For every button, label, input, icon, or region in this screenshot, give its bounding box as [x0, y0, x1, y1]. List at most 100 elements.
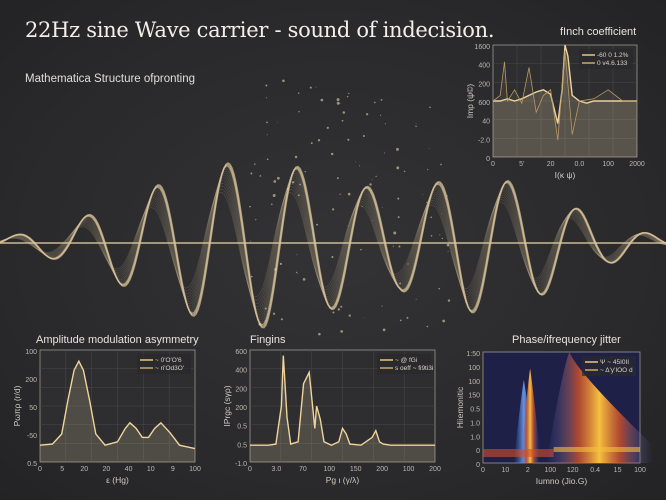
y-tick-label: 150: [468, 393, 480, 400]
particle: [296, 272, 298, 274]
legend-entry: ~ ri'Od3O': [155, 365, 184, 372]
legend-box: [582, 356, 636, 376]
legend: ~ 0'O'O'6~ ri'Od3O': [137, 354, 191, 374]
y-tick-label: 1.0: [470, 420, 480, 427]
legend-box: [377, 354, 431, 374]
particle: [320, 98, 324, 102]
y-tick-label: 400: [235, 368, 247, 375]
particle: [317, 139, 321, 142]
particle: [447, 299, 451, 302]
legend-entry: -60 0 1.2%: [597, 52, 629, 59]
y-tick-label: 0.5: [237, 424, 247, 431]
particle: [399, 319, 402, 322]
heat-band: [483, 449, 554, 457]
y-tick-label: 0.5: [27, 461, 37, 468]
wave-line: [0, 191, 666, 298]
particle: [250, 240, 252, 242]
heat-ridge: [521, 368, 540, 463]
series-line: [492, 50, 637, 141]
particle: [399, 282, 402, 285]
particle: [294, 181, 295, 182]
heat-band: [553, 447, 640, 452]
particle: [316, 223, 319, 226]
particle: [348, 92, 350, 95]
particle: [429, 106, 431, 109]
legend-entry: ~ @ fGi: [395, 357, 417, 364]
particle: [258, 322, 262, 326]
x-axis-label: ε (Hg): [106, 475, 129, 485]
x-tick-label: 150: [350, 466, 362, 473]
page-subtitle: Mathematica Structure ofpronting: [25, 73, 196, 85]
y-axis-label: Imp (ψ©): [465, 84, 475, 119]
x-tick-label: 120: [567, 467, 579, 474]
x-tick-label: 0.4: [590, 467, 600, 474]
particle: [358, 165, 360, 167]
chart-title-finch: fInch coefficient: [560, 26, 637, 38]
particle: [384, 123, 386, 125]
main-waveform: [0, 79, 666, 336]
particle: [397, 216, 400, 219]
particle: [337, 308, 340, 311]
particle: [438, 287, 440, 290]
x-tick-label: 0.0: [575, 161, 585, 168]
legend-box: [579, 49, 633, 69]
particle: [266, 121, 268, 124]
particle: [361, 206, 363, 208]
particle: [406, 316, 409, 319]
x-tick-label: 10: [147, 466, 155, 473]
particle: [330, 152, 334, 156]
y-tick-label: 0.5: [237, 442, 247, 449]
particle: [326, 126, 329, 129]
x-tick-label: 0: [38, 466, 42, 473]
y-tick-label: 600: [478, 100, 490, 107]
y-tick-label: 1.0: [470, 434, 480, 441]
x-tick-label: 100: [634, 467, 646, 474]
particle: [386, 263, 387, 265]
particle: [383, 152, 385, 154]
legend-entry: ~ Δ'y'IOO d: [600, 367, 633, 374]
legend-box: [137, 354, 191, 374]
particle: [446, 243, 450, 247]
particle: [297, 194, 300, 197]
particle: [302, 277, 306, 281]
particle: [315, 86, 317, 88]
particle: [318, 332, 321, 336]
wave-line: [0, 166, 666, 324]
x-tick-label: 100: [403, 466, 415, 473]
y-tick-label: 0: [476, 448, 480, 455]
legend-entry: Ψ ~ 45I0II: [600, 359, 629, 366]
particle: [380, 99, 383, 101]
particle: [375, 175, 377, 178]
particle: [347, 138, 350, 141]
y-tick-label: 200: [25, 377, 37, 384]
chart-title-jitter: Phase/ifrequency jitter: [512, 334, 621, 346]
particle: [440, 163, 442, 166]
particle: [447, 250, 449, 252]
particle: [407, 263, 409, 265]
particle: [296, 254, 298, 256]
legend-entry: 0 v4.6.133: [597, 60, 628, 67]
particle: [430, 235, 433, 237]
y-tick-label: 40: [482, 119, 490, 126]
x-tick-label: 2: [526, 467, 530, 474]
x-tick-label: 0: [491, 161, 495, 168]
chart-jitter: 0 10 2 100 120 0.4 15 100 1:50 100 100 150 0.5 1.0 1.0…: [455, 351, 653, 486]
wave-line: [0, 180, 666, 311]
particle: [381, 305, 383, 307]
particle: [273, 180, 277, 183]
x-tick-label: 2000: [629, 161, 645, 168]
particle: [379, 114, 382, 116]
particle: [336, 101, 340, 105]
particle: [374, 101, 376, 104]
series-line: [493, 44, 637, 124]
particle: [441, 213, 443, 215]
particle: [392, 245, 395, 247]
x-tick-label: 100: [544, 467, 556, 474]
particle: [422, 194, 424, 196]
particle: [441, 237, 444, 240]
y-tick-label: 100: [468, 365, 480, 372]
y-axis-label: Hiiemonitic: [455, 386, 465, 428]
particle: [340, 305, 343, 308]
